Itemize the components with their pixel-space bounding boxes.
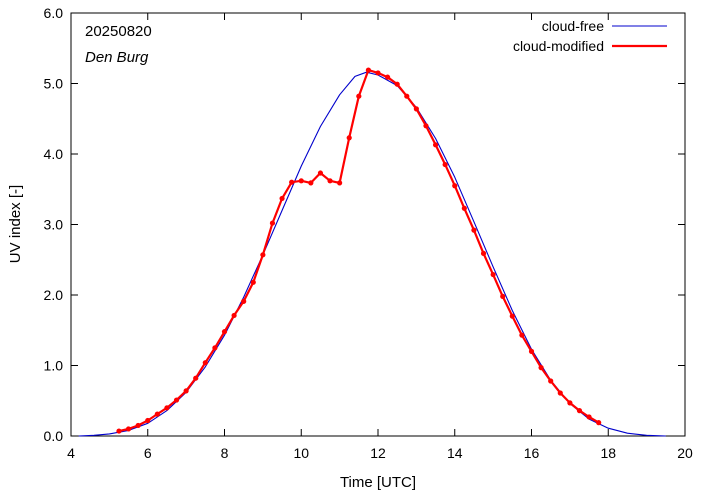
data-point-cloud-modified bbox=[317, 170, 324, 176]
data-point-cloud-modified bbox=[384, 74, 391, 80]
data-point-cloud-modified bbox=[452, 183, 458, 189]
data-point-cloud-modified bbox=[461, 205, 467, 211]
y-tick-label: 6.0 bbox=[44, 5, 64, 21]
x-tick-label: 12 bbox=[370, 445, 386, 461]
data-point-cloud-modified bbox=[154, 411, 160, 417]
x-tick-label: 8 bbox=[221, 445, 229, 461]
legend-label-cloud-free: cloud-free bbox=[542, 18, 604, 34]
legend: cloud-free cloud-modified bbox=[513, 18, 667, 54]
data-point-cloud-modified bbox=[480, 250, 487, 257]
data-point-cloud-modified bbox=[145, 417, 151, 424]
x-axis-title: Time [UTC] bbox=[340, 474, 416, 491]
y-tick-label: 4.0 bbox=[44, 146, 64, 162]
data-point-cloud-modified bbox=[432, 142, 439, 148]
data-point-cloud-modified bbox=[135, 422, 141, 429]
data-point-cloud-modified bbox=[241, 298, 247, 304]
data-point-cloud-modified bbox=[394, 81, 400, 87]
data-point-cloud-modified bbox=[528, 348, 535, 354]
x-tick-label: 20 bbox=[677, 445, 693, 461]
y-tick-label: 3.0 bbox=[44, 217, 64, 233]
data-point-cloud-modified bbox=[231, 312, 237, 319]
data-point-cloud-modified bbox=[500, 293, 506, 300]
axis-ticks bbox=[70, 12, 686, 437]
data-point-cloud-modified bbox=[471, 227, 477, 233]
data-point-cloud-modified bbox=[116, 428, 122, 434]
data-point-cloud-modified bbox=[586, 414, 592, 420]
legend-label-cloud-modified: cloud-modified bbox=[513, 38, 604, 54]
data-point-cloud-modified bbox=[164, 405, 170, 411]
data-point-cloud-modified bbox=[250, 279, 256, 285]
series-line-cloud-modified bbox=[118, 68, 600, 433]
data-point-cloud-modified bbox=[260, 252, 266, 258]
date-annotation: 20250820 bbox=[85, 23, 152, 40]
x-tick-label: 10 bbox=[293, 445, 309, 461]
data-point-cloud-modified bbox=[404, 93, 410, 99]
data-point-cloud-modified bbox=[576, 408, 583, 414]
series-layer bbox=[78, 67, 666, 437]
data-point-cloud-modified bbox=[490, 271, 496, 278]
data-point-cloud-modified bbox=[308, 180, 314, 186]
data-point-cloud-modified bbox=[375, 70, 381, 76]
x-tick-label: 6 bbox=[144, 445, 152, 461]
y-tick-label: 1.0 bbox=[44, 358, 64, 374]
y-axis-title: UV index [-] bbox=[7, 185, 24, 263]
plot-frame bbox=[70, 12, 686, 437]
data-point-cloud-modified bbox=[327, 178, 333, 184]
data-point-cloud-modified bbox=[125, 426, 132, 432]
data-point-cloud-modified bbox=[596, 420, 602, 426]
x-tick-label: 16 bbox=[524, 445, 540, 461]
series-line-cloud-free bbox=[78, 71, 666, 437]
y-tick-label: 5.0 bbox=[44, 76, 64, 92]
data-point-cloud-modified bbox=[519, 332, 525, 338]
y-tick-label: 2.0 bbox=[44, 287, 64, 303]
data-point-cloud-modified bbox=[173, 397, 180, 403]
data-point-cloud-modified bbox=[212, 345, 218, 351]
data-point-cloud-modified bbox=[557, 390, 563, 396]
data-point-cloud-modified bbox=[346, 135, 352, 141]
x-tick-label: 18 bbox=[600, 445, 616, 461]
data-point-cloud-modified bbox=[365, 67, 372, 73]
data-point-cloud-modified bbox=[279, 195, 285, 202]
tick-labels: 4 6 8 10 12 14 16 18 20 0.0 1.0 2.0 3.0 4.0 5.0 6.0 bbox=[44, 5, 693, 461]
data-point-cloud-modified bbox=[567, 400, 573, 406]
data-point-cloud-modified bbox=[221, 329, 228, 335]
data-point-cloud-modified bbox=[183, 388, 189, 394]
data-point-cloud-modified bbox=[269, 220, 276, 226]
y-tick-label: 0.0 bbox=[44, 428, 64, 444]
location-annotation: Den Burg bbox=[85, 49, 149, 66]
data-point-cloud-modified bbox=[423, 123, 429, 129]
data-point-cloud-modified bbox=[202, 360, 208, 366]
data-point-cloud-modified bbox=[337, 180, 343, 186]
x-tick-label: 14 bbox=[447, 445, 463, 461]
data-point-cloud-modified bbox=[298, 178, 304, 184]
data-point-cloud-modified bbox=[548, 378, 554, 384]
data-point-cloud-modified bbox=[442, 161, 448, 168]
data-point-cloud-modified bbox=[538, 365, 544, 371]
data-point-cloud-modified bbox=[193, 375, 199, 381]
data-point-cloud-modified bbox=[356, 93, 362, 99]
x-tick-label: 4 bbox=[67, 445, 75, 461]
data-point-cloud-modified bbox=[413, 106, 419, 112]
data-point-cloud-modified bbox=[289, 179, 295, 185]
data-point-cloud-modified bbox=[509, 313, 515, 319]
